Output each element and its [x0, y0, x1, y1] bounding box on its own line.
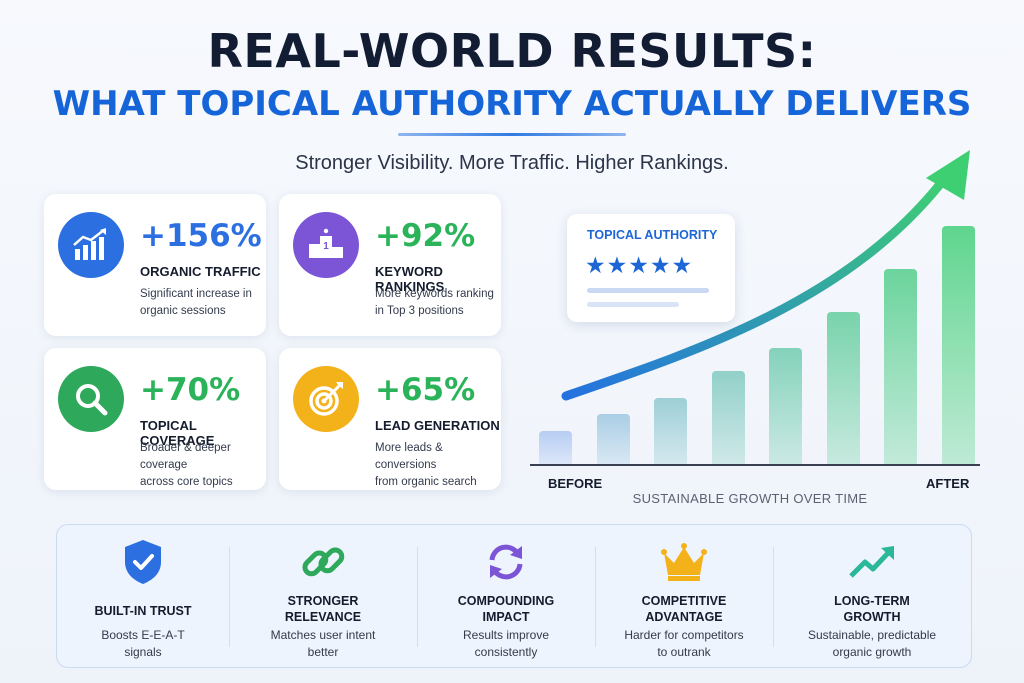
- target-icon: [293, 366, 359, 432]
- benefit-stronger-relevance: STRONGER RELEVANCE Matches user intent bet…: [229, 525, 417, 669]
- benefit-description: Boosts E-E-A-T signals: [101, 628, 185, 659]
- x-axis: [530, 464, 980, 466]
- chart-bar: [654, 397, 687, 464]
- stat-value: +70%: [140, 372, 241, 408]
- placeholder-line: [587, 288, 709, 293]
- stat-label: ORGANIC TRAFFIC: [140, 264, 261, 279]
- benefit-title: STRONGER RELEVANCE: [284, 594, 362, 624]
- stat-description: Significant increase in organic sessions: [140, 288, 252, 317]
- stat-card-topical-coverage: +70% TOPICAL COVERAGE Broader & deeper c…: [44, 348, 266, 490]
- divider: [229, 547, 230, 647]
- divider: [773, 547, 774, 647]
- benefit-built-in-trust: BUILT-IN TRUST Boosts E-E-A-T signals: [57, 525, 229, 669]
- benefit-title: BUILT-IN TRUST: [94, 604, 192, 618]
- chart-bar: [711, 371, 745, 464]
- tagline: Stronger Visibility. More Traffic. Highe…: [295, 152, 729, 174]
- badge-title: TOPICAL AUTHORITY: [587, 228, 718, 242]
- x-tick-label-after: AFTER: [926, 476, 970, 491]
- title-divider: [398, 133, 626, 136]
- benefit-compounding-impact: COMPOUNDING IMPACT Results improve consist…: [417, 525, 595, 669]
- benefit-title: COMPOUNDING IMPACT: [457, 594, 555, 624]
- benefit-description: Matches user intent better: [270, 628, 376, 659]
- benefit-long-term-growth: LONG-TERM GROWTH Sustainable, predictable…: [773, 525, 971, 669]
- stat-card-organic-traffic: +156% ORGANIC TRAFFIC Significant increa…: [44, 194, 266, 336]
- svg-text:1: 1: [323, 241, 329, 252]
- stat-label: KEYWORD RANKINGS: [375, 264, 445, 294]
- growth-arrow-icon: [847, 537, 897, 587]
- chart-bar: [539, 430, 572, 464]
- chain-link-icon: [298, 537, 348, 587]
- crown-icon: [659, 537, 709, 587]
- refresh-cycle-icon: [481, 537, 531, 587]
- magnifier-icon: [58, 366, 124, 432]
- shield-check-icon: [118, 537, 168, 587]
- stat-value: +156%: [140, 218, 262, 254]
- page-subheading: WHAT TOPICAL AUTHORITY ACTUALLY DELIVERS: [52, 84, 972, 124]
- benefit-description: Results improve consistently: [462, 628, 550, 659]
- stat-description: More leads & conversions from organic sea…: [375, 442, 477, 488]
- topical-authority-badge: TOPICAL AUTHORITY ★★★★★: [567, 214, 735, 322]
- chart-bar: [884, 268, 917, 464]
- page-title: REAL-WORLD RESULTS:: [207, 24, 817, 78]
- chart-bar: [769, 348, 802, 464]
- stat-value: +65%: [375, 372, 476, 408]
- divider: [595, 547, 596, 647]
- chart-bar: [826, 311, 860, 464]
- x-axis-label: SUSTAINABLE GROWTH OVER TIME: [632, 491, 868, 506]
- benefit-description: Sustainable, predictable organic growth: [807, 628, 937, 659]
- divider: [417, 547, 418, 647]
- trending-chart-icon: [58, 212, 124, 278]
- chart-bar: [941, 226, 975, 464]
- x-tick-label-before: BEFORE: [548, 476, 603, 491]
- benefits-panel: BUILT-IN TRUST Boosts E-E-A-T signals STR…: [56, 524, 972, 668]
- benefit-title: COMPETITIVE ADVANTAGE: [641, 594, 727, 624]
- podium-icon: 1: [293, 212, 359, 278]
- stat-value: +92%: [375, 218, 476, 254]
- benefit-competitive-advantage: COMPETITIVE ADVANTAGE Harder for competit…: [595, 525, 773, 669]
- benefit-description: Harder for competitors to outrank: [624, 628, 744, 659]
- star-rating-icon: ★★★★★: [585, 252, 694, 278]
- stat-description: More keywords ranking in Top 3 positions: [375, 288, 494, 317]
- stat-description: Broader & deeper coverage across core top…: [140, 442, 233, 488]
- stat-card-lead-generation: +65% LEAD GENERATION More leads & conver…: [279, 348, 501, 490]
- benefit-title: LONG-TERM GROWTH: [834, 594, 910, 624]
- stat-card-keyword-rankings: 1 +92% KEYWORD RANKINGS More keywords ra…: [279, 194, 501, 336]
- chart-bar: [596, 414, 630, 464]
- stat-label: LEAD GENERATION: [375, 418, 500, 433]
- stat-label: TOPICAL COVERAGE: [140, 418, 215, 448]
- placeholder-line: [587, 302, 679, 307]
